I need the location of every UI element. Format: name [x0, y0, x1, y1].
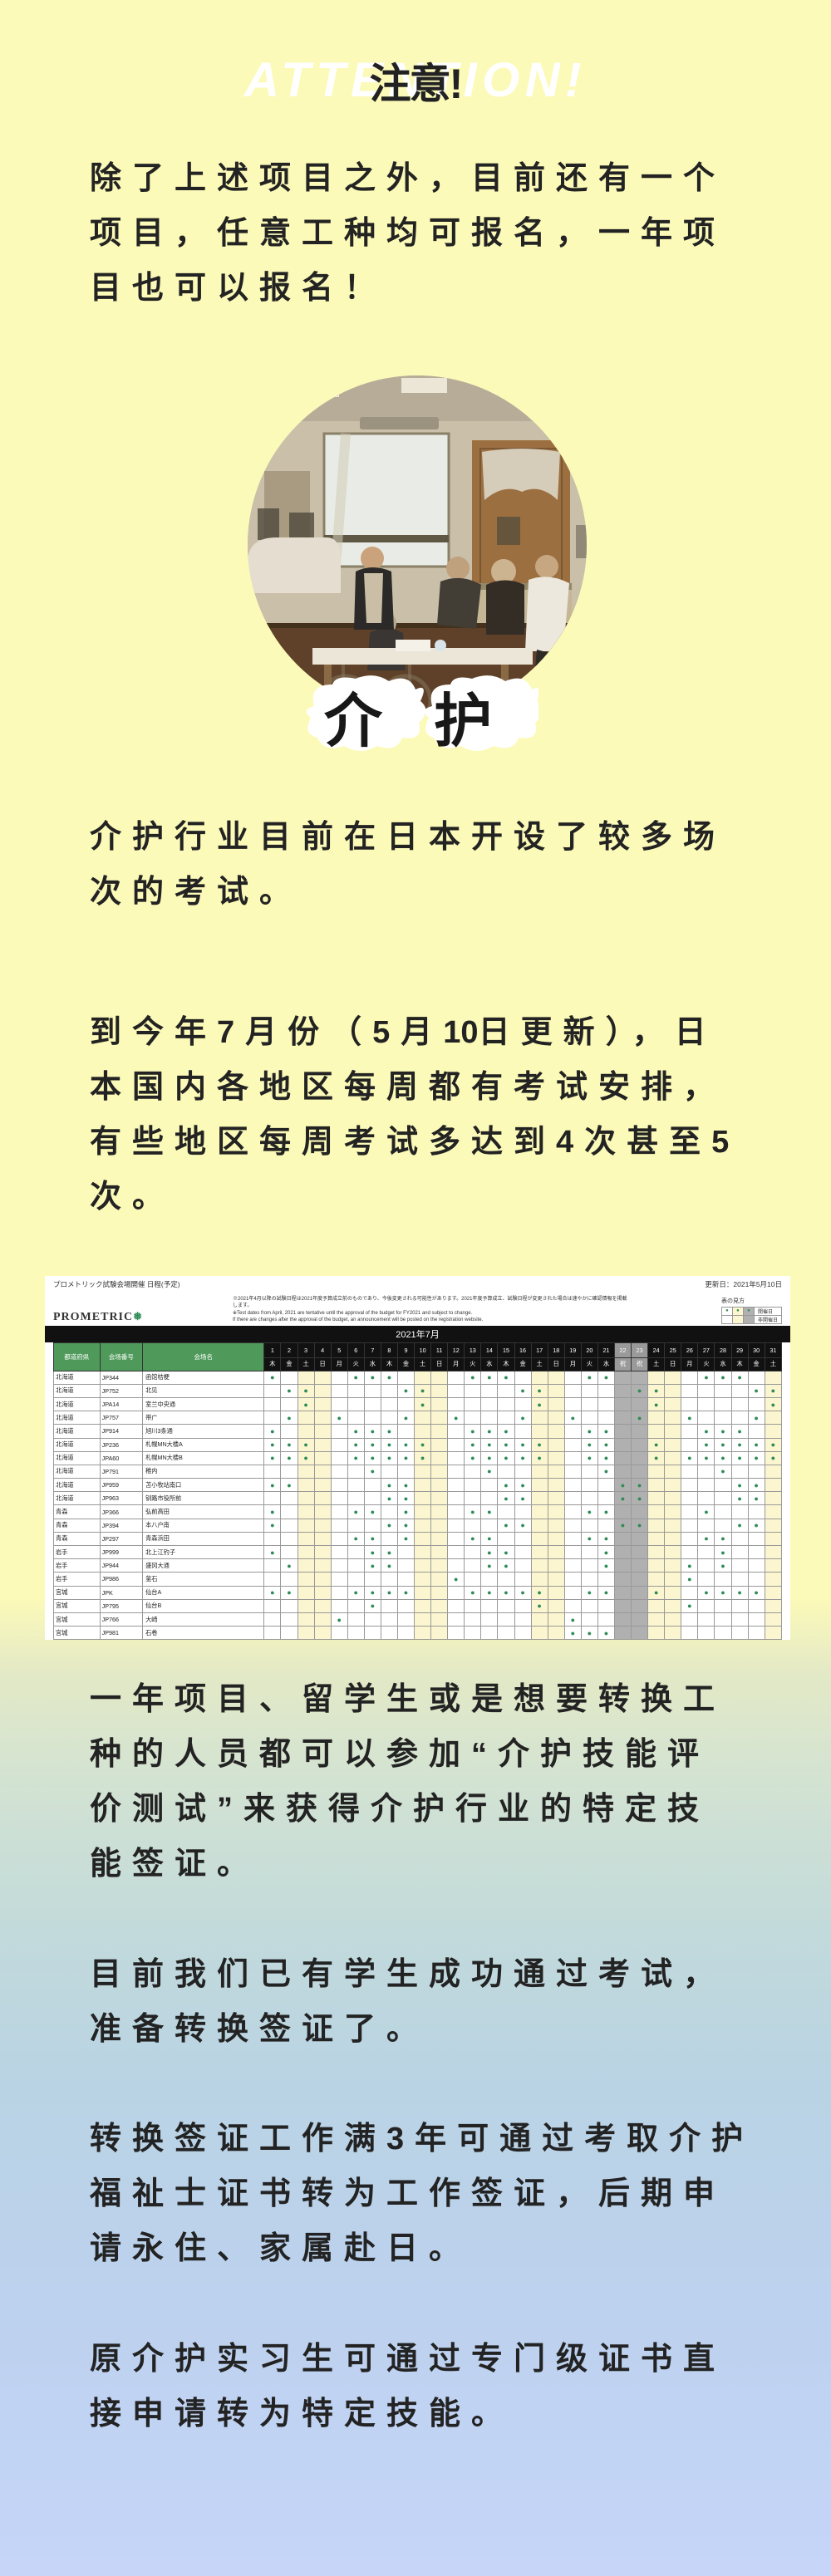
svg-text:介: 介: [324, 689, 383, 753]
svg-text:护: 护: [434, 689, 492, 753]
